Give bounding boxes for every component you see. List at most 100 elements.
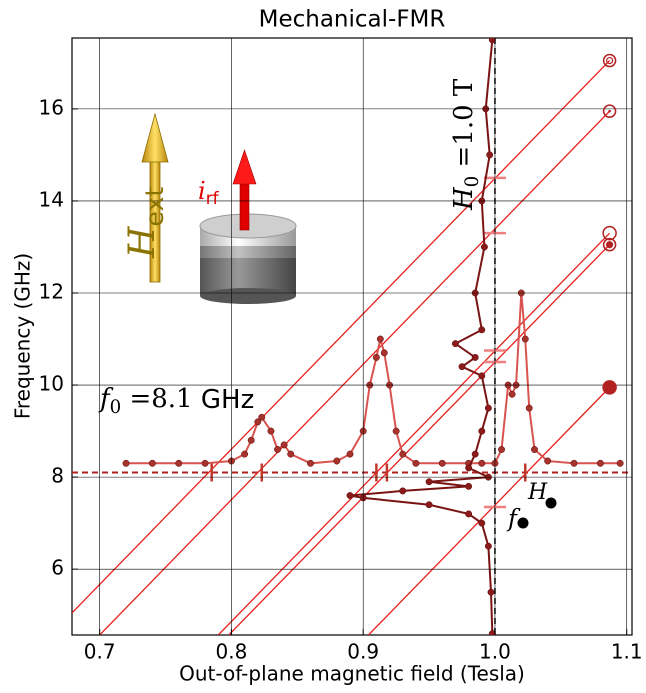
data-point [399, 450, 407, 458]
data-point [471, 450, 479, 458]
annotation-sub: 0 [462, 176, 483, 188]
plot-frame [71, 37, 633, 636]
data-point [122, 459, 130, 467]
data-point [531, 446, 538, 453]
data-point [333, 457, 341, 465]
data-point [148, 459, 156, 467]
data-point [616, 459, 624, 467]
chart-title: Mechanical-FMR [259, 7, 446, 33]
y-tick-label: 14 [39, 187, 64, 211]
legend-dot [545, 497, 557, 509]
data-point [488, 38, 496, 44]
data-point [498, 446, 506, 453]
annotation-main: i [198, 177, 206, 205]
sample-illustration [141, 112, 297, 304]
data-point [287, 450, 295, 458]
data-point [412, 459, 420, 467]
annotation-main: H [122, 226, 163, 259]
annotation-unit: GHz [193, 385, 255, 415]
x-tick-label: 0.7 [84, 640, 116, 664]
x-tick-label: 0.9 [347, 640, 379, 664]
data-point [570, 459, 578, 467]
annotation: f0 =8.1 GHz [98, 384, 254, 418]
data-point [471, 353, 479, 361]
data-point [438, 459, 446, 467]
data-point [280, 441, 288, 449]
data-point [274, 446, 282, 453]
end-marker [602, 104, 617, 118]
data-point [372, 353, 380, 361]
data-point [484, 542, 492, 550]
annotation-sub: 0 [110, 397, 122, 418]
annotation-main: H [449, 186, 479, 211]
end-marker [602, 53, 617, 68]
legend-symbol: H [527, 480, 548, 505]
x-axis-label: Out-of-plane magnetic field (Tesla) [179, 662, 525, 686]
data-point [478, 372, 486, 380]
data-line [126, 292, 621, 465]
data-point [478, 459, 486, 467]
data-point [596, 459, 604, 467]
data-point [508, 390, 516, 398]
annotation-rest: =8.1 [121, 384, 192, 414]
y-tick-label: 10 [39, 372, 64, 396]
legend-dot [517, 517, 529, 529]
annotation-sub: ext [140, 187, 169, 227]
data-point [487, 588, 495, 596]
resonance-line [72, 60, 611, 614]
legend-symbol: f [506, 505, 521, 533]
data-point [478, 427, 486, 435]
annotation: irf [198, 177, 220, 209]
end-marker-inner [605, 56, 614, 65]
end-marker [602, 225, 617, 241]
annotation: Hext [122, 187, 169, 259]
data-point [425, 478, 433, 486]
data-point [307, 459, 314, 467]
data-point [458, 363, 466, 371]
y-axis-label: Frequency (GHz) [11, 253, 35, 419]
data-point [201, 459, 209, 467]
x-tick-label: 1.0 [479, 640, 511, 664]
data-point [465, 464, 473, 472]
data-point [488, 630, 496, 635]
data-point [399, 487, 407, 495]
end-marker [602, 380, 617, 395]
end-marker-inner [608, 109, 611, 113]
y-tick-label: 6 [51, 556, 64, 580]
data-point [175, 459, 183, 467]
data-point [258, 413, 266, 421]
data-point [247, 436, 255, 444]
end-marker-inner [605, 241, 614, 249]
x-tick-label: 1.1 [611, 640, 643, 664]
data-point [544, 457, 552, 465]
y-tick-label: 12 [39, 280, 64, 304]
y-tick-label: 16 [39, 95, 64, 119]
data-point [480, 243, 488, 251]
annotation: H0 =1.0 T [449, 78, 483, 211]
data-point [254, 418, 262, 426]
x-tick-label: 0.8 [216, 640, 248, 664]
data-point [392, 427, 400, 435]
annotation-sub: rf [206, 188, 220, 208]
data-point [241, 450, 249, 458]
data-point [484, 404, 492, 412]
data-point [346, 450, 354, 458]
data-point [346, 492, 354, 499]
data-point [478, 519, 486, 527]
data-point [425, 501, 433, 509]
data-point [486, 151, 494, 159]
data-point [478, 326, 486, 334]
annotation-rest: =1.0 T [449, 78, 479, 176]
data-point [465, 482, 473, 490]
data-point [451, 340, 459, 348]
data-point [380, 349, 388, 357]
y-tick-label: 8 [51, 464, 64, 488]
resonance-line [217, 232, 611, 635]
resonance-line [99, 110, 611, 635]
data-point [465, 510, 473, 518]
resonance-line [228, 244, 611, 635]
end-marker [602, 237, 617, 252]
data-point [525, 404, 533, 412]
resonance-line [368, 386, 611, 635]
